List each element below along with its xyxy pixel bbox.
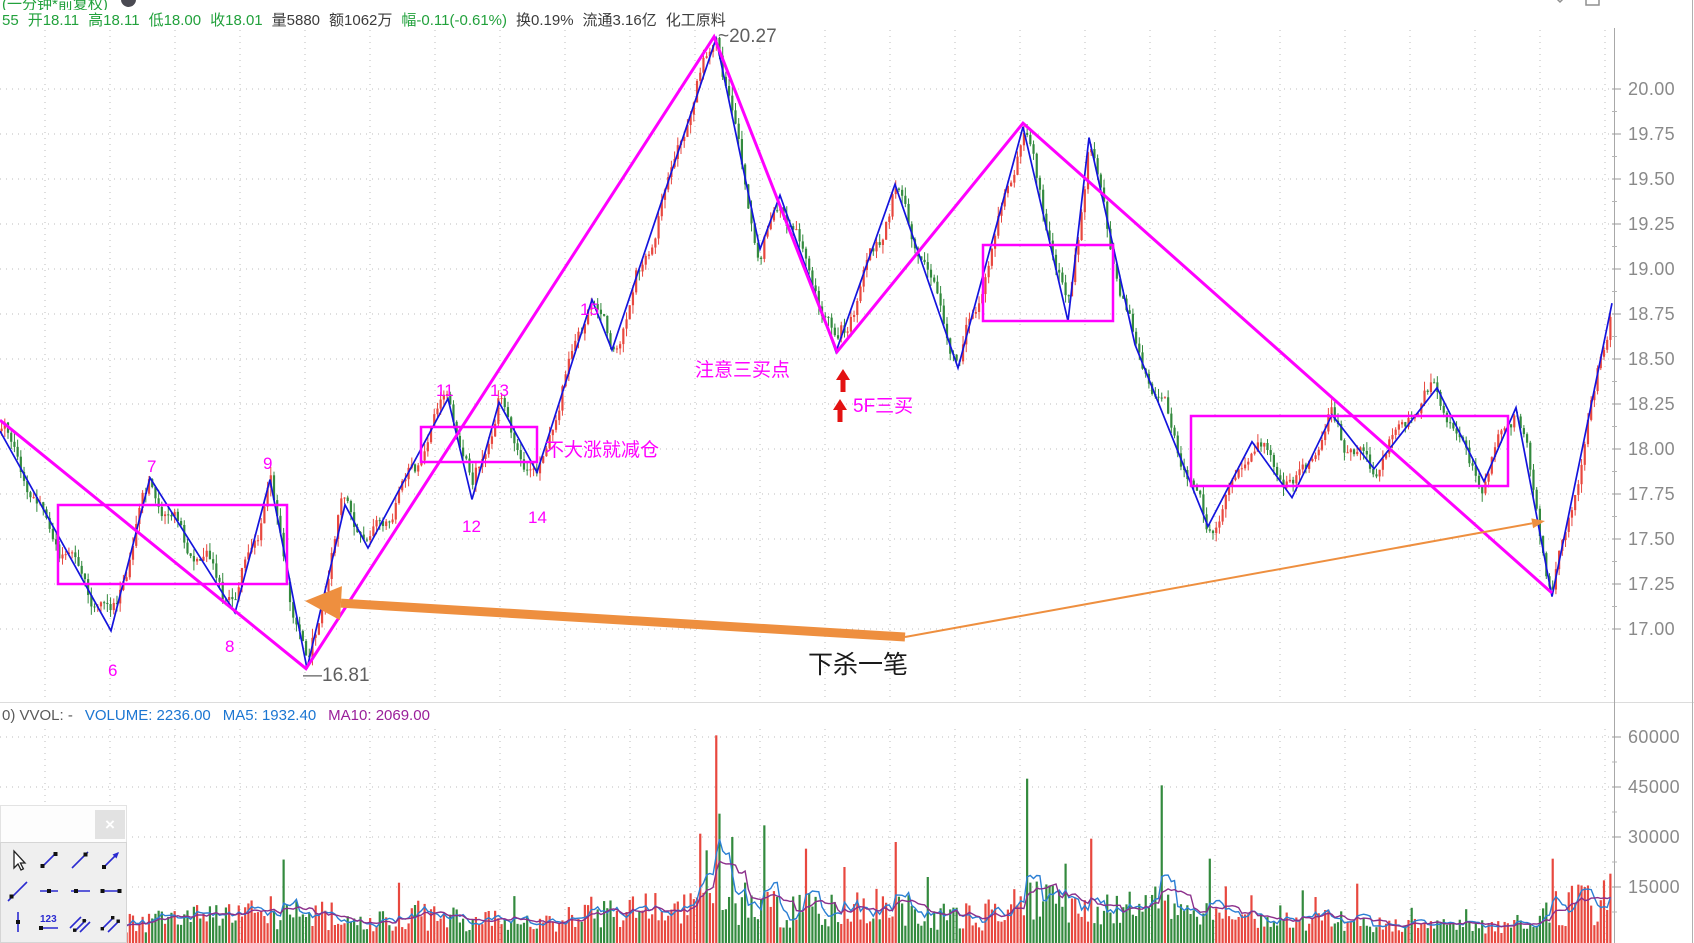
orange-arrows-layer: [305, 518, 1545, 642]
zigzag-lines-layer: [0, 33, 1613, 671]
pen-number-label[interactable]: 13: [490, 381, 509, 400]
price-axis-label: 19.25: [1628, 214, 1676, 234]
consolidation-box[interactable]: [56, 503, 289, 586]
quote-field: 收18.01: [210, 12, 263, 29]
tool-trend-line-icon[interactable]: [2, 875, 33, 906]
restore-window-icon[interactable]: [1584, 0, 1602, 12]
pen-number-label[interactable]: 15: [580, 300, 599, 319]
tool-parallel-channel-icon[interactable]: [95, 906, 126, 937]
price-axis-label: 17.00: [1628, 619, 1676, 639]
tool-center-segment-icon[interactable]: [33, 875, 64, 906]
pen-number-label[interactable]: 8: [225, 637, 235, 656]
boxes-layer: [56, 243, 1510, 586]
tool-ray-icon[interactable]: [64, 844, 95, 875]
price-axis-label: 20.00: [1628, 79, 1676, 99]
price-tag-label: ~20.27: [718, 26, 777, 47]
quote-info-bar: 55 开18.11 高18.11 低18.00 收18.01 量5880 额1062万 幅-0…: [2, 9, 735, 30]
note-text[interactable]: 5F三买: [853, 396, 914, 417]
quote-field: 开18.11: [27, 12, 80, 29]
volume-bars-layer: [0, 735, 1612, 943]
price-axis-label: 18.50: [1628, 349, 1676, 369]
candles-layer: [0, 36, 1612, 666]
tool-horizontal-ray-icon[interactable]: [64, 875, 95, 906]
drawing-toolbar: × 123: [0, 805, 127, 943]
pen-number-label[interactable]: 9: [263, 454, 273, 473]
chart-title-row: (一分钟*前复权): [2, 0, 108, 10]
pen-number-label[interactable]: 6: [108, 661, 118, 680]
annotation-arrow[interactable]: [1531, 518, 1545, 529]
price-axis-label: 19.50: [1628, 169, 1676, 189]
quote-field: 换0.19%: [516, 12, 574, 29]
svg-text:123: 123: [40, 914, 57, 925]
volume-field: VOLUME: 2236.00: [84, 707, 211, 724]
drawing-toolbar-body: 123: [0, 842, 127, 943]
red-arrows-layer: [833, 369, 850, 422]
pen-number-label[interactable]: 14: [528, 508, 547, 527]
note-text[interactable]: 下杀一笔: [808, 651, 909, 679]
buy-point-arrow-icon[interactable]: [833, 399, 847, 410]
drawing-toolbar-titlebar[interactable]: ×: [0, 805, 127, 842]
quote-field: 55: [2, 12, 19, 29]
consolidation-box[interactable]: [419, 425, 539, 464]
consolidation-box[interactable]: [981, 243, 1115, 323]
price-axis-label: 17.25: [1628, 574, 1676, 594]
price-axis-label: 19.00: [1628, 259, 1676, 279]
quote-field: 流通3.16亿: [582, 12, 657, 29]
price-tag-label: —16.81: [303, 665, 370, 686]
price-axis-label: 19.75: [1628, 124, 1676, 144]
quote-field: 幅-0.11(-0.61%): [401, 12, 507, 29]
segment-line: [0, 33, 1553, 671]
volume-field: MA10: 2069.00: [328, 707, 430, 724]
quote-field: 量5880: [271, 12, 321, 29]
price-axis-label: 18.00: [1628, 439, 1676, 459]
volume-axis-label: 45000: [1628, 777, 1681, 797]
price-axis-label: 18.25: [1628, 394, 1676, 414]
volume-indicator-bar: 0) VVOL: - VOLUME: 2236.00 MA5: 1932.40 MA1…: [2, 707, 442, 724]
tool-segment-icon[interactable]: [33, 844, 64, 875]
grid-layer: [0, 30, 1612, 941]
chart-title: (一分钟*前复权): [2, 0, 108, 10]
tool-vertical-line-icon[interactable]: [2, 906, 33, 937]
volume-field: 0) VVOL: -: [2, 707, 73, 724]
tool-numbered-line-icon[interactable]: 123: [33, 906, 64, 937]
price-axis-label: 17.50: [1628, 529, 1676, 549]
quote-field: 低18.00: [148, 12, 202, 29]
close-icon[interactable]: ×: [95, 810, 125, 839]
tool-cursor-icon[interactable]: [2, 844, 33, 875]
status-circle-icon: [121, 0, 136, 7]
quote-field: 额1062万: [329, 12, 393, 29]
volume-field: MA5: 1932.40: [222, 707, 317, 724]
tool-arrow-line-icon[interactable]: [95, 844, 126, 875]
price-axis-label: 17.75: [1628, 484, 1676, 504]
pen-number-label[interactable]: 11: [436, 381, 454, 400]
quote-field: 高18.11: [88, 12, 140, 29]
chevron-down-icon[interactable]: [1552, 0, 1568, 12]
note-text[interactable]: 不大涨就减仓: [545, 440, 660, 461]
price-axis-label: 18.75: [1628, 304, 1676, 324]
pen-number-label[interactable]: 7: [147, 457, 157, 476]
tool-horizontal-segment-icon[interactable]: [95, 875, 126, 906]
tool-parallel-lines-icon[interactable]: [64, 906, 95, 937]
volume-axis-label: 30000: [1628, 827, 1681, 847]
consolidation-box[interactable]: [1189, 414, 1510, 488]
volume-axis-label: 15000: [1628, 877, 1681, 897]
note-text[interactable]: 注意三买点: [695, 360, 791, 381]
quote-field: 化工原料: [665, 12, 726, 29]
buy-point-arrow-icon[interactable]: [836, 369, 850, 380]
pen-number-label[interactable]: 12: [462, 517, 481, 536]
annotation-arrow[interactable]: [305, 586, 342, 621]
volume-axis-label: 60000: [1628, 727, 1681, 747]
